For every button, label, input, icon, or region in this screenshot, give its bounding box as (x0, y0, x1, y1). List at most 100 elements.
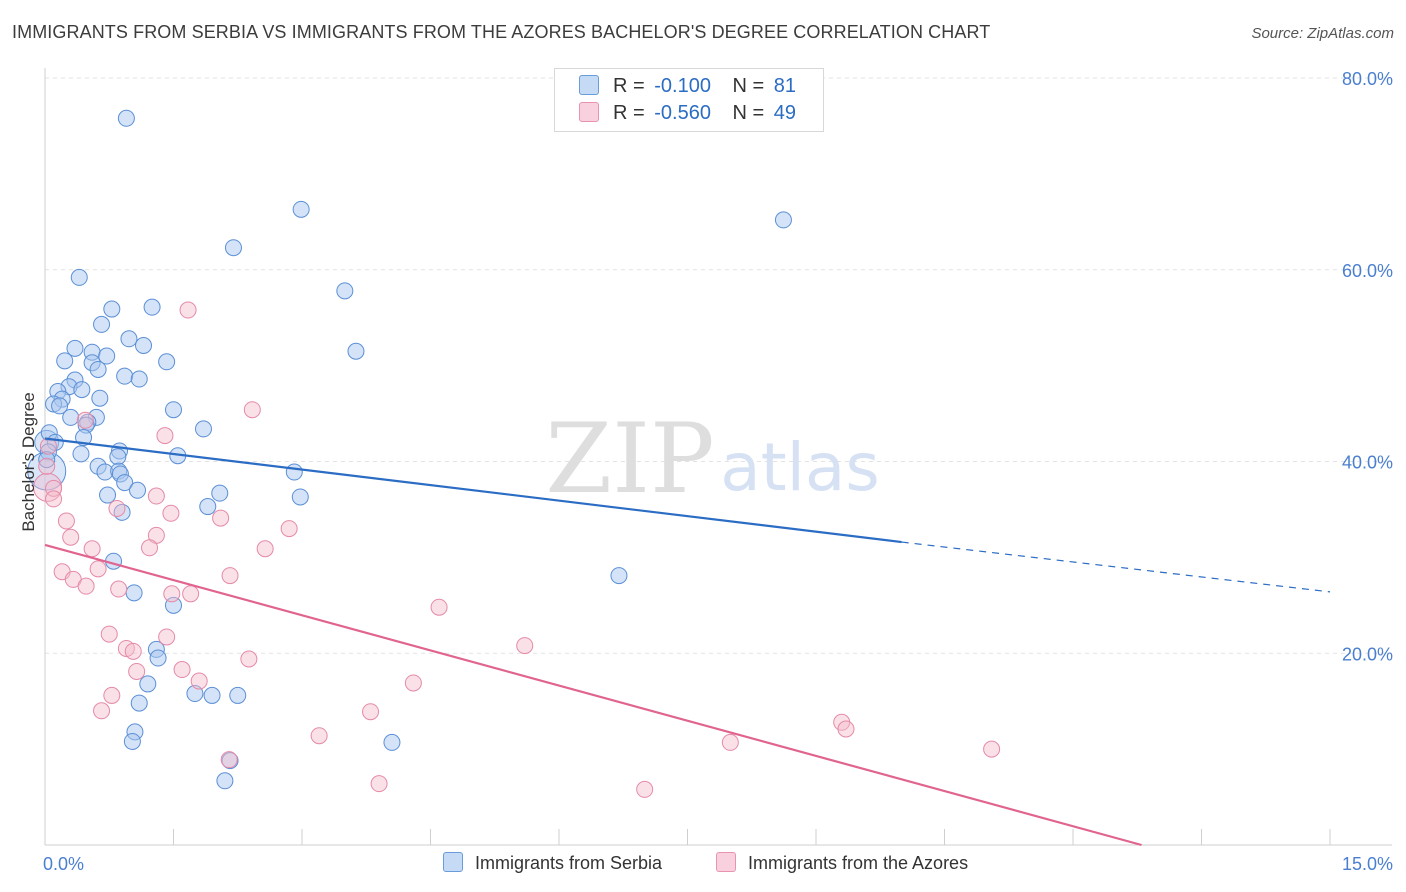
serbia-point (70, 268, 88, 286)
serbia-point (383, 733, 401, 751)
y-tick-label: 20.0% (1342, 644, 1393, 664)
azores-point (837, 720, 855, 738)
serbia-point (66, 339, 84, 357)
azores-point (103, 686, 121, 704)
gridlines (45, 77, 1392, 654)
legend-item-serbia[interactable]: Immigrants from Serbia (443, 852, 662, 874)
azores-point (179, 301, 197, 319)
azores-swatch (579, 102, 599, 122)
serbia-r-value: -0.100 (654, 75, 711, 97)
serbia-trendline (44, 437, 902, 544)
axis-ticks: 20.0% 40.0% 60.0% 80.0% 0.0% 15.0% (43, 69, 1393, 874)
azores-point (636, 780, 654, 798)
source-credit: Source: ZipAtlas.com (1251, 25, 1394, 42)
n-label: N = (732, 102, 765, 124)
azores-point (57, 512, 75, 530)
azores-point (516, 637, 534, 655)
serbia-point (285, 463, 303, 481)
serbia-n-value: 81 (773, 75, 797, 97)
serbia-point (109, 448, 127, 466)
serbia-point (347, 342, 365, 360)
serbia-point (203, 686, 221, 704)
trendlines (44, 437, 1331, 847)
serbia-point (125, 584, 143, 602)
azores-point (404, 674, 422, 692)
serbia-point (221, 752, 239, 770)
serbia-point (224, 239, 242, 257)
y-tick-label: 40.0% (1342, 453, 1393, 473)
serbia-point (103, 300, 121, 318)
serbia-point (165, 401, 182, 419)
azores-point (158, 628, 176, 646)
serbia-point (336, 282, 354, 300)
serbia-point (135, 336, 153, 354)
azores-point (62, 528, 80, 546)
serbia-point (130, 694, 148, 712)
azores-point (83, 540, 101, 558)
serbia-swatch (579, 75, 599, 95)
series-legend: Immigrants from Serbia Immigrants from t… (0, 852, 1406, 878)
azores-point (128, 662, 146, 680)
azores-point (156, 427, 174, 445)
serbia-point (149, 649, 167, 667)
azores-point (108, 499, 126, 517)
serbia-point (98, 347, 116, 365)
r-label: R = (613, 102, 645, 124)
n-label: N = (732, 75, 765, 97)
azores-point (243, 401, 261, 419)
azores-point (256, 540, 274, 558)
azores-point (212, 509, 230, 527)
azores-point (163, 585, 181, 603)
azores-legend-label: Immigrants from the Azores (748, 853, 969, 873)
x-tick-label-max: 15.0% (1342, 854, 1393, 874)
azores-point (362, 703, 380, 721)
serbia-point (194, 420, 212, 438)
y-tick-label: 80.0% (1342, 69, 1393, 89)
azores-point (280, 520, 298, 538)
azores-n-value: 49 (773, 102, 797, 124)
serbia-point (774, 211, 792, 229)
watermark: ZIP atlas (545, 403, 879, 515)
serbia-point (93, 315, 111, 333)
r-label: R = (613, 75, 645, 97)
azores-point (38, 457, 56, 475)
chart-title: IMMIGRANTS FROM SERBIA VS IMMIGRANTS FRO… (12, 22, 991, 42)
azores-point (77, 577, 95, 595)
legend-row-serbia: R = -0.100 N = 81 (579, 75, 796, 98)
serbia-point (211, 484, 229, 502)
serbia-point (72, 445, 90, 463)
serbia-point (38, 451, 56, 469)
azores-point (182, 585, 200, 603)
azores-r-value: -0.560 (654, 102, 711, 124)
azores-point (93, 702, 111, 720)
azores-point (310, 727, 328, 745)
serbia-point (199, 498, 217, 516)
azores-points (33, 301, 1001, 798)
azores-point (162, 504, 180, 522)
serbia-point (292, 200, 310, 218)
serbia-trendline-extension (901, 541, 1331, 593)
serbia-point (62, 408, 80, 426)
azores-point (141, 539, 159, 557)
serbia-point (123, 732, 141, 750)
azores-point (110, 580, 128, 598)
serbia-point (130, 370, 148, 388)
x-tick-label-min: 0.0% (43, 854, 84, 874)
azores-point (370, 775, 388, 793)
legend-item-azores[interactable]: Immigrants from the Azores (716, 852, 968, 874)
legend-row-azores: R = -0.560 N = 49 (579, 102, 796, 125)
serbia-point (158, 353, 176, 371)
serbia-point (89, 360, 107, 378)
azores-point (89, 560, 107, 578)
serbia-point (91, 389, 109, 407)
serbia-legend-swatch (443, 852, 463, 872)
serbia-point (116, 367, 134, 385)
serbia-point (229, 686, 247, 704)
azores-point (190, 672, 208, 690)
y-axis-label: Bachelor's Degree (19, 392, 38, 531)
serbia-point (216, 772, 234, 790)
serbia-point (99, 486, 117, 504)
serbia-point (51, 397, 69, 415)
azores-point (45, 490, 63, 508)
